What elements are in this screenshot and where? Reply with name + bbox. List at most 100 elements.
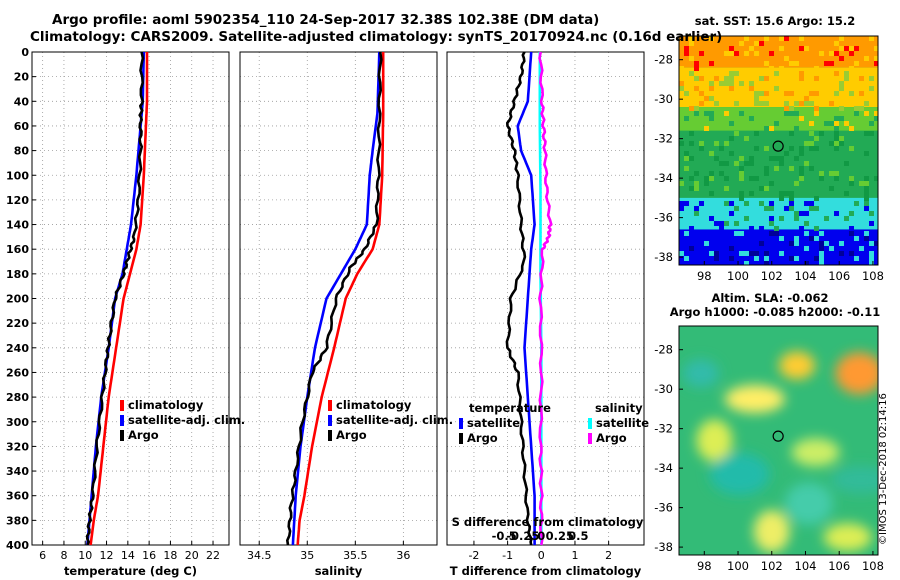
map-cell: [804, 96, 809, 101]
map-cell: [784, 101, 789, 106]
map-cell: [724, 51, 729, 56]
map-cell: [754, 41, 759, 46]
map-cell: [844, 121, 849, 126]
map-cell: [839, 86, 844, 91]
map-cell: [794, 181, 799, 186]
top-tick-label: -0.5: [492, 529, 517, 543]
map-cell: [719, 161, 724, 166]
map-cell: [789, 196, 794, 201]
map-cell: [814, 106, 819, 111]
map-cell: [814, 236, 819, 241]
legend-swatch: [120, 430, 124, 441]
map-cell: [819, 251, 824, 256]
x-tick-label: 100: [727, 559, 749, 573]
map-cell: [864, 206, 869, 211]
map-cell: [829, 61, 834, 66]
map-cell: [869, 131, 874, 136]
map-cell: [764, 126, 769, 131]
y-tick-label: -36: [654, 211, 673, 225]
map-cell: [744, 216, 749, 221]
map-cell: [789, 131, 794, 136]
map-cell: [729, 46, 734, 51]
map-cell: [749, 191, 754, 196]
map-cell: [694, 76, 699, 81]
series-line-argo: [285, 51, 383, 546]
map-cell: [849, 146, 854, 151]
map-cell: [694, 111, 699, 116]
map-cell: [714, 141, 719, 146]
map-cell: [864, 186, 869, 191]
map-blob: [753, 510, 790, 553]
map-cell: [699, 101, 704, 106]
map-cell: [824, 121, 829, 126]
map-blob: [791, 438, 840, 467]
x-tick-label: 102: [761, 269, 783, 283]
x-tick-label: 35: [300, 549, 314, 562]
legend-swatch: [328, 400, 332, 411]
map-cell: [769, 66, 774, 71]
map-cell: [739, 111, 744, 116]
map-cell: [744, 261, 749, 265]
map-blob: [835, 352, 878, 395]
y-tick-label: -32: [654, 132, 673, 146]
map-cell: [739, 251, 744, 256]
x-tick-label: 1: [571, 549, 578, 562]
map-cell: [864, 181, 869, 186]
map-cell: [694, 86, 699, 91]
map-cell: [834, 131, 839, 136]
map-cell: [834, 121, 839, 126]
map-cell: [724, 141, 729, 146]
map-cell: [739, 176, 744, 181]
map-cell: [829, 141, 834, 146]
x-axis-label: temperature (deg C): [64, 564, 197, 578]
map-cell: [784, 206, 789, 211]
map-cell: [699, 146, 704, 151]
map-cell: [714, 76, 719, 81]
map-cell: [814, 66, 819, 71]
figure-title-line2: Climatology: CARS2009. Satellite-adjuste…: [30, 29, 723, 45]
top-tick-label: 0.25: [546, 529, 574, 543]
map-cell: [869, 221, 874, 226]
map-cell: [709, 151, 714, 156]
map-cell: [749, 251, 754, 256]
legend-swatch: [588, 418, 592, 429]
map-cell: [834, 71, 839, 76]
map-cell: [854, 46, 859, 51]
x-tick-label: 100: [727, 269, 749, 283]
map-cell: [744, 136, 749, 141]
map-cell: [689, 56, 694, 61]
map-cell: [689, 131, 694, 136]
map-cell: [684, 231, 689, 236]
map-field: [679, 36, 878, 265]
x-tick-label: -2: [468, 549, 479, 562]
map-cell: [754, 96, 759, 101]
map-cell: [734, 71, 739, 76]
map-cell: [869, 256, 874, 261]
map-cell: [804, 161, 809, 166]
map-cell: [839, 106, 844, 111]
map-cell: [769, 206, 774, 211]
map-cell: [689, 141, 694, 146]
map-cell: [749, 156, 754, 161]
map-cell: [844, 161, 849, 166]
map-cell: [869, 86, 874, 91]
map-cell: [779, 251, 784, 256]
map-cell: [799, 116, 804, 121]
map-cell: [839, 36, 844, 41]
map-cell: [694, 181, 699, 186]
map-cell: [819, 51, 824, 56]
map-cell: [799, 101, 804, 106]
map-cell: [679, 86, 684, 91]
map-cell: [759, 76, 764, 81]
map-cell: [689, 226, 694, 231]
map-cell: [774, 231, 779, 236]
y-tick-label: 40: [14, 95, 30, 108]
map-cell: [749, 176, 754, 181]
map-cell: [809, 236, 814, 241]
map-cell: [799, 36, 804, 41]
map-cell: [829, 101, 834, 106]
legend-swatch: [120, 400, 124, 411]
map-cell: [874, 116, 878, 121]
map-cell: [804, 201, 809, 206]
x-tick-label: 12: [100, 549, 114, 562]
